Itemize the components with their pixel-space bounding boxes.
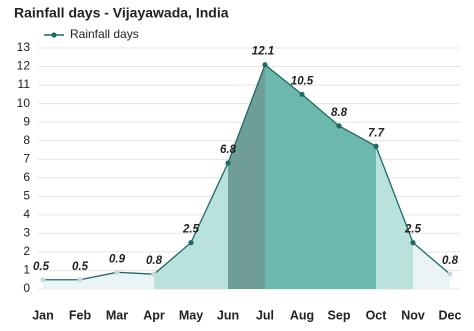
value-label: 0.8 — [442, 255, 459, 267]
y-tick-label: 4 — [23, 207, 30, 221]
value-label: 0.9 — [109, 253, 126, 265]
x-tick-label: Jul — [256, 308, 274, 322]
y-tick-label: 10 — [17, 96, 31, 110]
y-tick-label: 12 — [17, 59, 31, 73]
point — [225, 160, 231, 166]
y-tick-label: 1 — [23, 263, 30, 277]
point — [373, 143, 379, 149]
value-label: 6.8 — [220, 144, 237, 156]
legend-marker — [51, 32, 57, 38]
y-tick-label: 5 — [23, 188, 30, 202]
point — [299, 91, 305, 97]
chart-title: Rainfall days - Vijayawada, India — [14, 5, 229, 21]
x-tick-label: Apr — [143, 308, 165, 322]
x-tick-label: Dec — [439, 308, 462, 322]
y-tick-label: 3 — [23, 226, 30, 240]
x-tick-label: May — [179, 308, 203, 322]
y-tick-label: 7 — [23, 151, 30, 165]
value-label: 10.5 — [291, 75, 314, 87]
y-tick-label: 9 — [23, 114, 30, 128]
x-tick-label: Aug — [290, 308, 314, 322]
point — [447, 271, 453, 277]
value-label: 7.7 — [368, 127, 385, 139]
area-band — [228, 64, 265, 289]
value-label: 0.5 — [72, 261, 89, 273]
value-label: 12.1 — [252, 46, 274, 58]
area-band — [80, 64, 117, 289]
area-band — [117, 64, 154, 289]
y-tick-label: 8 — [23, 133, 30, 147]
x-tick-label: Jan — [32, 308, 54, 322]
area-band — [339, 64, 376, 289]
area-bands — [43, 64, 450, 289]
value-label: 8.8 — [331, 107, 348, 119]
value-label: 0.5 — [33, 261, 50, 273]
point — [262, 62, 268, 68]
x-tick-label: Sep — [328, 308, 351, 322]
value-label: 2.5 — [404, 224, 422, 236]
x-tick-label: Nov — [401, 308, 425, 322]
value-label: 2.5 — [182, 224, 200, 236]
point — [336, 123, 342, 129]
point — [188, 240, 194, 246]
area-band — [413, 64, 450, 289]
x-tick-label: Oct — [366, 308, 388, 322]
area-band — [302, 64, 339, 289]
point — [40, 277, 46, 283]
area-band — [191, 64, 228, 289]
line — [43, 63, 451, 281]
point — [114, 269, 120, 275]
area-band — [43, 64, 80, 289]
point — [410, 240, 416, 246]
area-band — [376, 64, 413, 289]
point — [151, 271, 157, 277]
y-tick-label: 13 — [17, 40, 31, 54]
x-tick-label: Mar — [106, 308, 128, 322]
legend-label: Rainfall days — [70, 27, 139, 41]
point — [77, 277, 83, 283]
y-tick-label: 0 — [23, 281, 30, 295]
y-tick-label: 6 — [23, 170, 30, 184]
area-band — [154, 64, 191, 289]
y-tick-label: 2 — [23, 244, 30, 258]
x-tick-label: Jun — [217, 308, 239, 322]
x-tick-label: Feb — [69, 308, 92, 322]
y-tick-label: 11 — [18, 77, 31, 91]
area-band — [265, 64, 302, 289]
value-label: 0.8 — [146, 255, 163, 267]
